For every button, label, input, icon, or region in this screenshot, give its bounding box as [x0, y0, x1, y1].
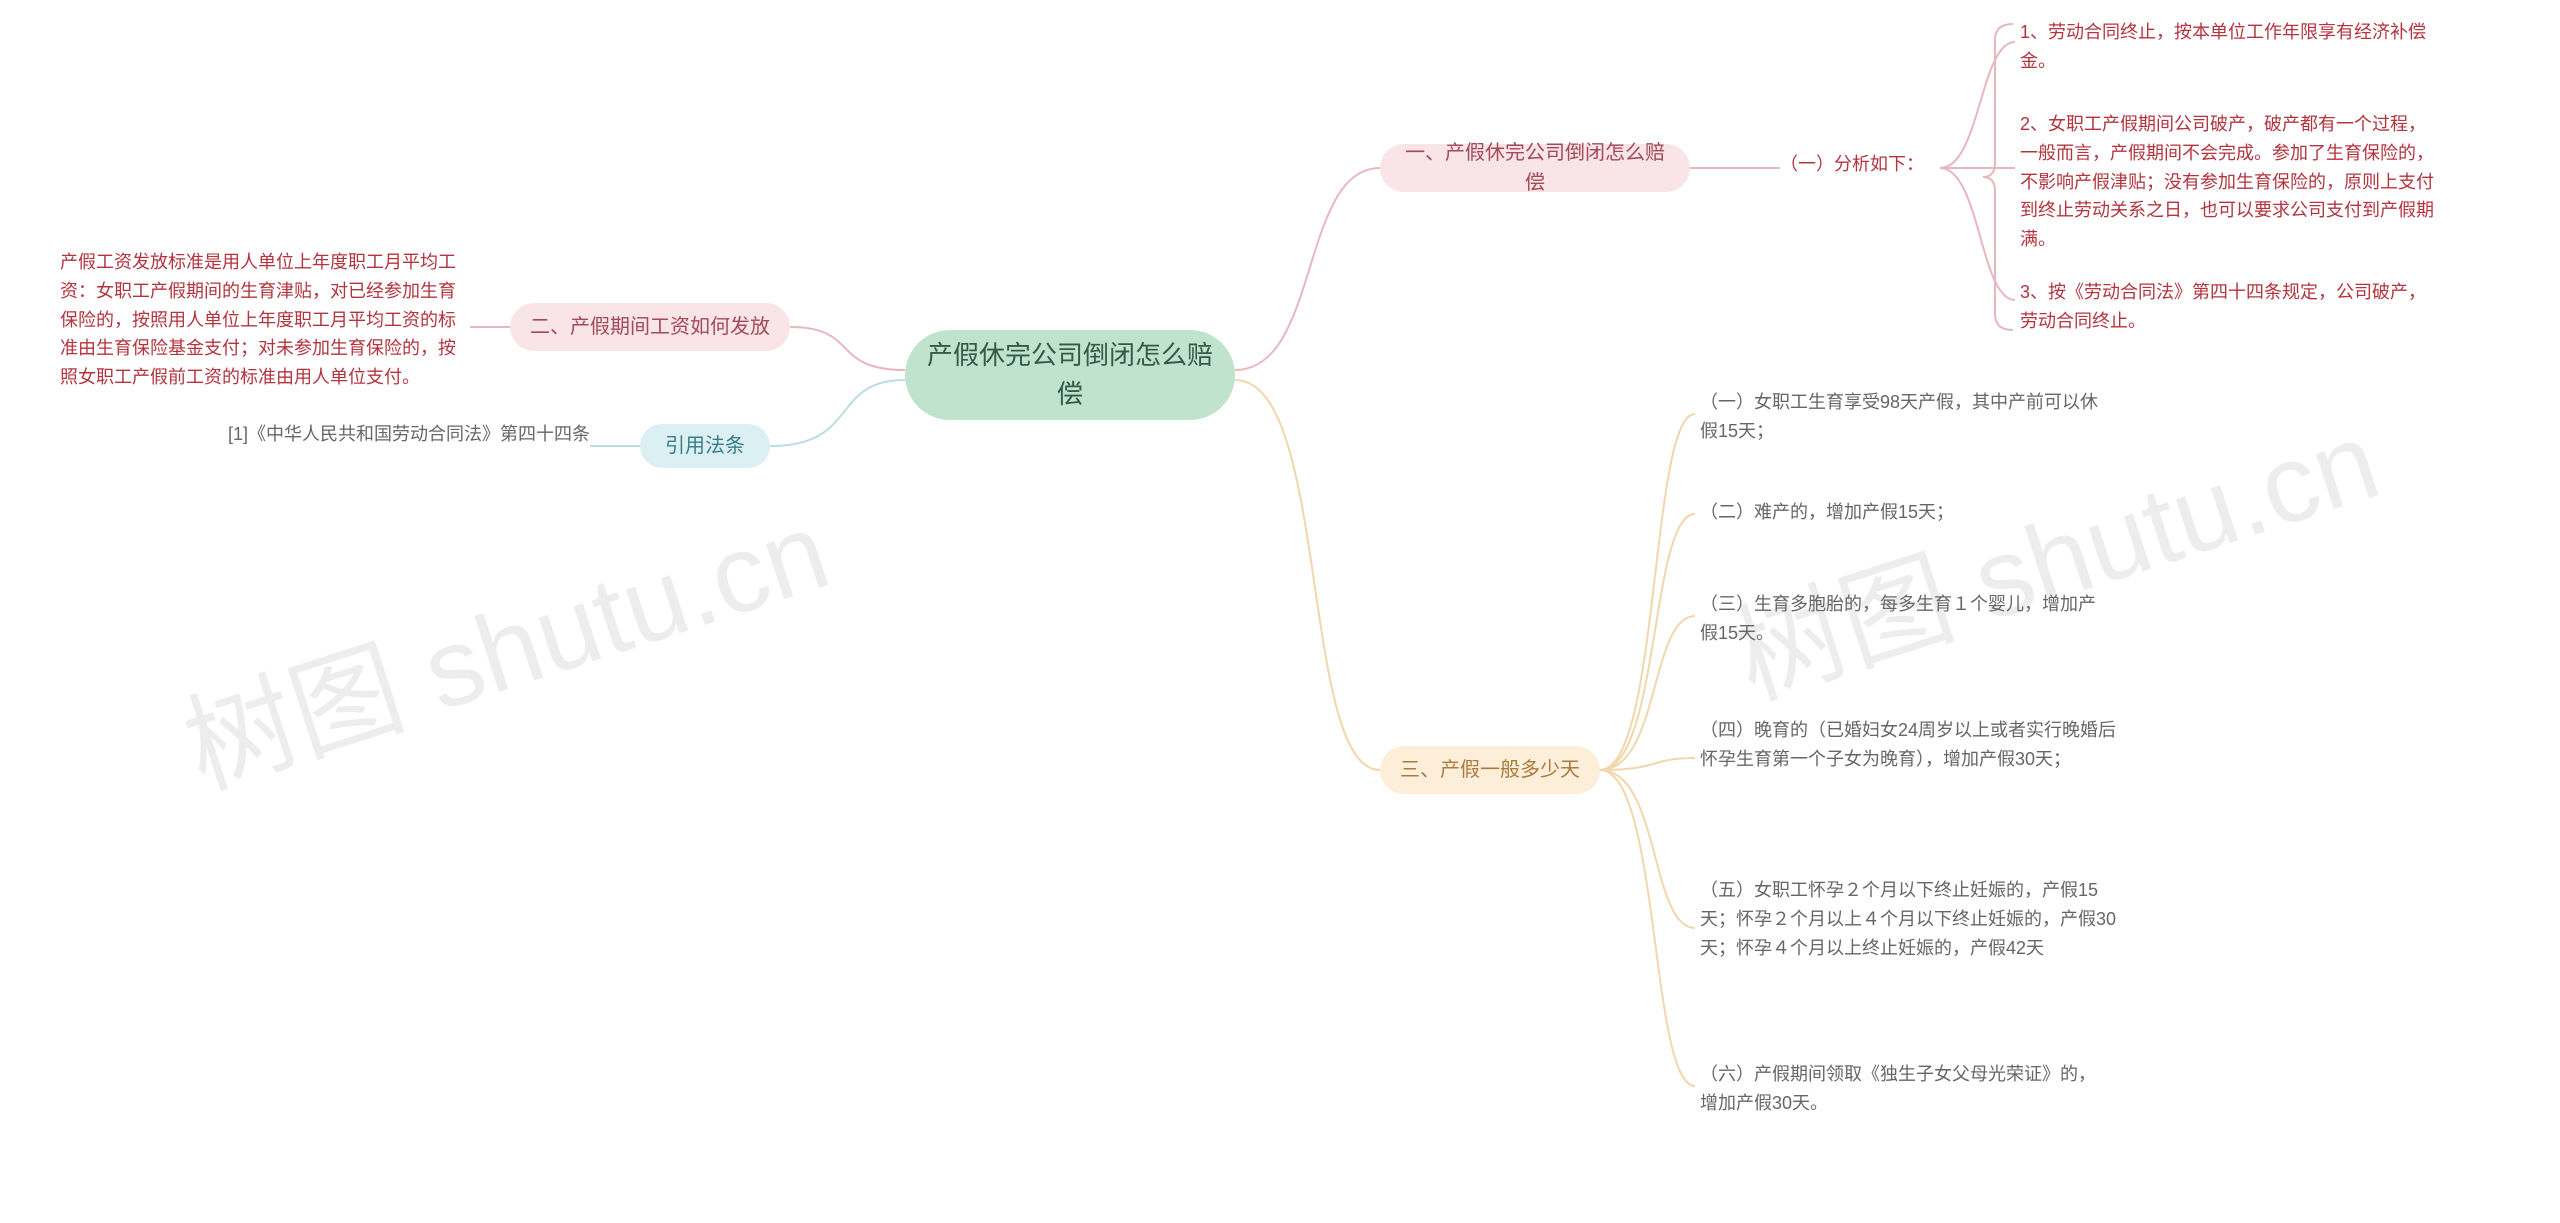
watermark: 树图 shutu.cn	[162, 461, 845, 819]
leaf-text: （二）难产的，增加产假15天；	[1700, 502, 1954, 522]
branch-node-1[interactable]: 一、产假休完公司倒闭怎么赔偿	[1380, 144, 1690, 192]
leaf-text: （四）晚育的（已婚妇女24周岁以上或者实行晚婚后怀孕生育第一个子女为晚育），增加…	[1700, 720, 2116, 769]
leaf-text: （一）女职工生育享受98天产假，其中产前可以休假15天；	[1700, 392, 2098, 441]
leaf-text: 产假工资发放标准是用人单位上年度职工月平均工资：女职工产假期间的生育津贴，对已经…	[60, 252, 456, 387]
leaf-text: （五）女职工怀孕２个月以下终止妊娠的，产假15天；怀孕２个月以上４个月以下终止妊…	[1700, 880, 2116, 958]
branch-node-2[interactable]: 二、产假期间工资如何发放	[510, 303, 790, 351]
leaf-text: 1、劳动合同终止，按本单位工作年限享有经济补偿金。	[2020, 22, 2426, 71]
leaf-text: 3、按《劳动合同法》第四十四条规定，公司破产，劳动合同终止。	[2020, 282, 2426, 331]
leaf-text: 2、女职工产假期间公司破产，破产都有一个过程，一般而言，产假期间不会完成。参加了…	[2020, 114, 2434, 249]
leaf-node[interactable]: （四）晚育的（已婚妇女24周岁以上或者实行晚婚后怀孕生育第一个子女为晚育），增加…	[1700, 716, 2120, 774]
branch-1-label: 一、产假休完公司倒闭怎么赔偿	[1398, 138, 1672, 198]
leaf-node[interactable]: （二）难产的，增加产假15天；	[1700, 498, 2100, 527]
leaf-node[interactable]: 产假工资发放标准是用人单位上年度职工月平均工资：女职工产假期间的生育津贴，对已经…	[60, 248, 470, 392]
branch-1-sub-label: （一）分析如下：	[1780, 154, 1924, 174]
root-node[interactable]: 产假休完公司倒闭怎么赔偿	[905, 330, 1235, 420]
root-label: 产假休完公司倒闭怎么赔偿	[923, 336, 1217, 414]
leaf-node[interactable]: 2、女职工产假期间公司破产，破产都有一个过程，一般而言，产假期间不会完成。参加了…	[2020, 110, 2440, 254]
leaf-text: （六）产假期间领取《独生子女父母光荣证》的，增加产假30天。	[1700, 1064, 2096, 1113]
leaf-node[interactable]: 3、按《劳动合同法》第四十四条规定，公司破产，劳动合同终止。	[2020, 278, 2430, 336]
branch-node-4[interactable]: 三、产假一般多少天	[1380, 746, 1600, 794]
leaf-text: [1]《中华人民共和国劳动合同法》第四十四条	[228, 424, 590, 444]
branch-3-label: 引用法条	[665, 431, 745, 461]
mindmap-canvas: 树图 shutu.cn 树图 shutu.cn 产假休完公司倒闭怎么赔偿 一、产…	[0, 0, 2560, 1223]
leaf-text: （三）生育多胞胎的，每多生育１个婴儿，增加产假15天。	[1700, 594, 2096, 643]
leaf-node[interactable]: （六）产假期间领取《独生子女父母光荣证》的，增加产假30天。	[1700, 1060, 2110, 1118]
leaf-node[interactable]: （三）生育多胞胎的，每多生育１个婴儿，增加产假15天。	[1700, 590, 2100, 648]
leaf-node[interactable]: （五）女职工怀孕２个月以下终止妊娠的，产假15天；怀孕２个月以上４个月以下终止妊…	[1700, 876, 2120, 962]
branch-node-3[interactable]: 引用法条	[640, 424, 770, 468]
branch-2-label: 二、产假期间工资如何发放	[530, 312, 770, 342]
branch-4-label: 三、产假一般多少天	[1400, 755, 1580, 785]
leaf-node[interactable]: [1]《中华人民共和国劳动合同法》第四十四条	[190, 420, 590, 449]
leaf-node[interactable]: 1、劳动合同终止，按本单位工作年限享有经济补偿金。	[2020, 18, 2430, 76]
branch-1-subnode[interactable]: （一）分析如下：	[1780, 150, 1940, 179]
leaf-node[interactable]: （一）女职工生育享受98天产假，其中产前可以休假15天；	[1700, 388, 2100, 446]
